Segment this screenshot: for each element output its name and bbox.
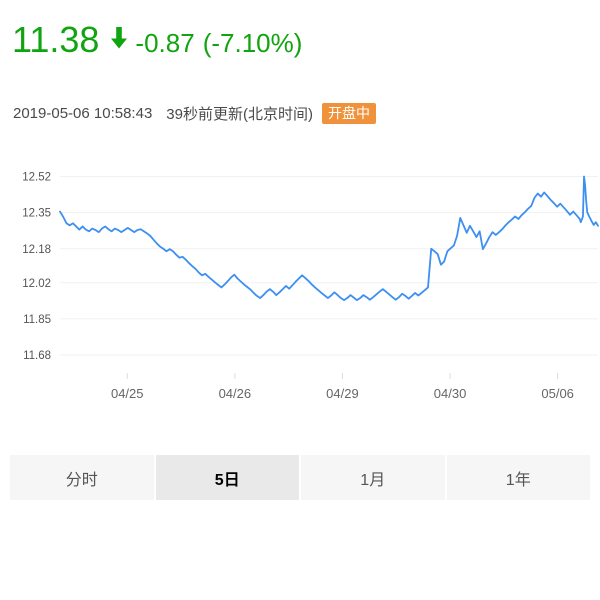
range-tab-label: 5日 <box>214 471 240 489</box>
range-tab-1[interactable]: 5日 <box>155 455 301 500</box>
x-axis-tick-label: 04/26 <box>219 386 252 401</box>
y-axis-tick-label: 12.52 <box>22 172 51 184</box>
chart-gridlines <box>60 176 598 356</box>
status-badge: 开盘中 <box>321 103 376 124</box>
range-tab-bar[interactable]: 分时 5日 1月 1年 <box>10 455 590 500</box>
range-tab-3[interactable]: 1年 <box>446 455 590 500</box>
price-change: -0.87 <box>135 28 195 58</box>
chart-y-axis-labels: 12.52 12.35 12.18 12.02 11.85 11.68 <box>22 172 51 363</box>
y-axis-tick-label: 11.68 <box>23 350 51 362</box>
range-tab-2[interactable]: 1月 <box>301 455 447 500</box>
update-relative-time: 39秒前更新(北京时间) <box>166 106 313 123</box>
chart-x-axis-labels: 04/25 04/26 04/29 04/30 05/06 <box>111 373 574 401</box>
status-row: 2019-05-06 10:58:43 39秒前更新(北京时间) 开盘中 <box>13 103 376 124</box>
range-tab-0[interactable]: 分时 <box>10 455 156 500</box>
arrow-down-icon <box>109 26 129 50</box>
range-tab-label: 1年 <box>505 471 531 489</box>
x-axis-tick-label: 04/30 <box>434 386 467 401</box>
price-chart[interactable]: 12.52 12.35 12.18 12.02 11.85 11.68 04/25 04/2… <box>0 150 600 415</box>
x-axis-tick-label: 04/29 <box>326 386 359 401</box>
y-axis-tick-label: 12.18 <box>22 244 51 256</box>
last-price: 11.38 <box>12 19 100 60</box>
range-tab-label: 1月 <box>360 471 386 489</box>
range-tab-label: 分时 <box>65 471 98 489</box>
x-axis-tick-label: 05/06 <box>541 386 574 401</box>
x-axis-tick-label: 04/25 <box>111 386 144 401</box>
update-datetime: 2019-05-06 10:58:43 <box>13 105 153 122</box>
price-change-percent: (-7.10%) <box>202 28 303 58</box>
y-axis-tick-label: 12.35 <box>22 208 51 220</box>
quote-header: 11.38 -0.87 (-7.10%) <box>12 22 302 58</box>
y-axis-tick-label: 11.85 <box>23 314 51 326</box>
price-line-series <box>59 175 599 302</box>
y-axis-tick-label: 12.02 <box>22 278 51 290</box>
